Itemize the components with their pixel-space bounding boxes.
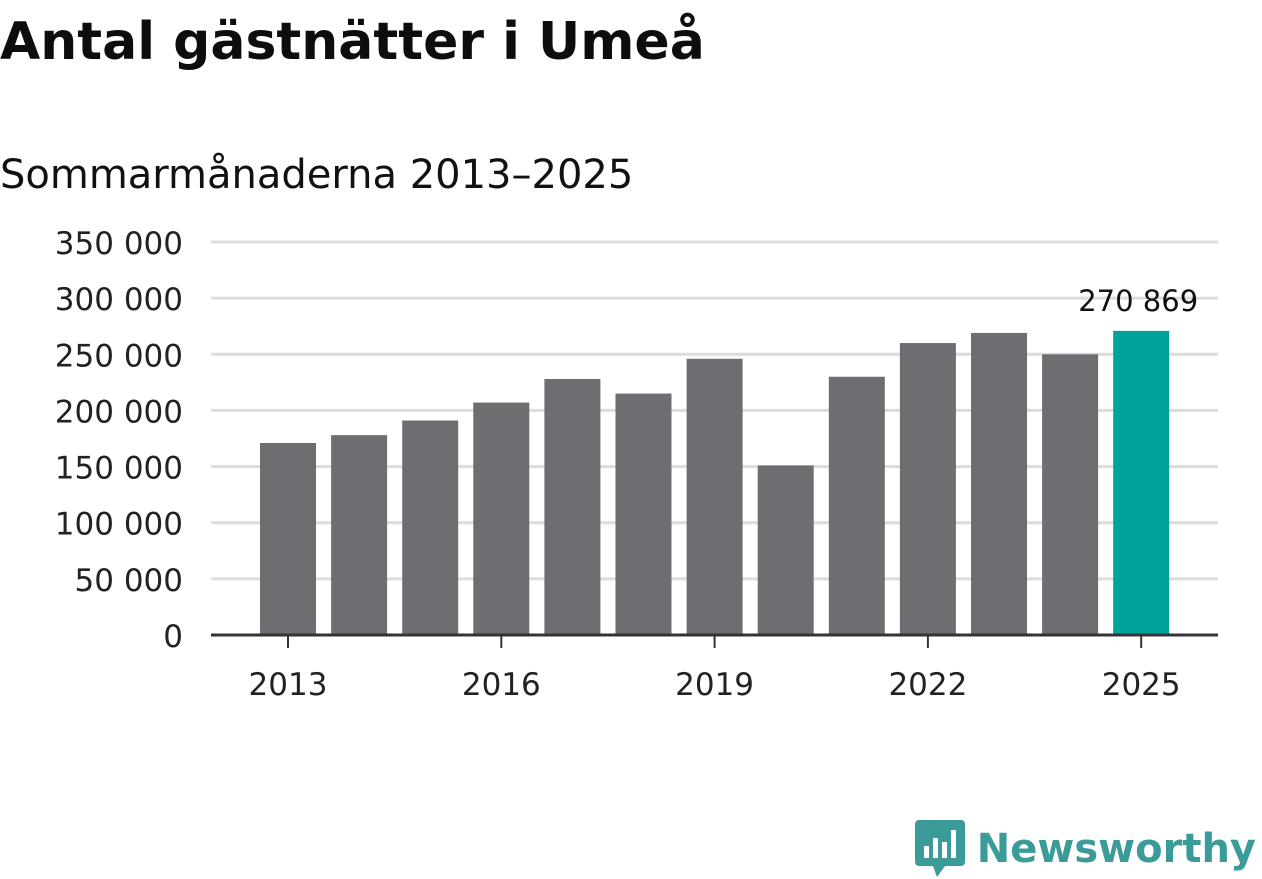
x-tick-label: 2016 xyxy=(462,667,541,703)
bar-2024 xyxy=(1042,354,1099,635)
brand: Newsworthy xyxy=(914,820,1256,878)
chart-title: Antal gästnätter i Umeå xyxy=(0,12,705,72)
bar-2023 xyxy=(971,332,1027,635)
x-tick-label: 2019 xyxy=(675,667,754,703)
bar-2021 xyxy=(828,376,885,635)
newsworthy-logo-icon xyxy=(914,820,965,877)
bar-2015 xyxy=(402,420,459,635)
y-tick-label: 100 000 xyxy=(55,507,183,543)
brand-name: Newsworthy xyxy=(976,826,1256,872)
x-tick-label: 2022 xyxy=(888,667,967,703)
y-tick-label: 250 000 xyxy=(55,338,183,374)
y-tick-label: 350 000 xyxy=(55,226,183,262)
y-tick-label: 150 000 xyxy=(55,451,183,487)
y-tick-label: 300 000 xyxy=(55,282,183,318)
data-label: 270 869 xyxy=(1078,284,1198,318)
x-tick-label: 2025 xyxy=(1102,667,1181,703)
bar-2014 xyxy=(331,435,388,635)
x-tick-label: 2013 xyxy=(249,667,328,703)
y-tick-label: 0 xyxy=(163,619,183,655)
bar-2017 xyxy=(544,378,601,635)
y-tick-label: 50 000 xyxy=(75,563,183,599)
bar-2020 xyxy=(757,465,814,635)
y-tick-label: 200 000 xyxy=(55,394,183,430)
bar-2019 xyxy=(686,358,743,635)
bar-2025 xyxy=(1113,330,1170,635)
bar-2016 xyxy=(473,402,530,635)
bar-2022 xyxy=(899,343,956,635)
chart-subtitle: Sommarmånaderna 2013–2025 xyxy=(0,152,634,198)
bar-2018 xyxy=(615,393,672,635)
bar-2013 xyxy=(260,442,316,635)
